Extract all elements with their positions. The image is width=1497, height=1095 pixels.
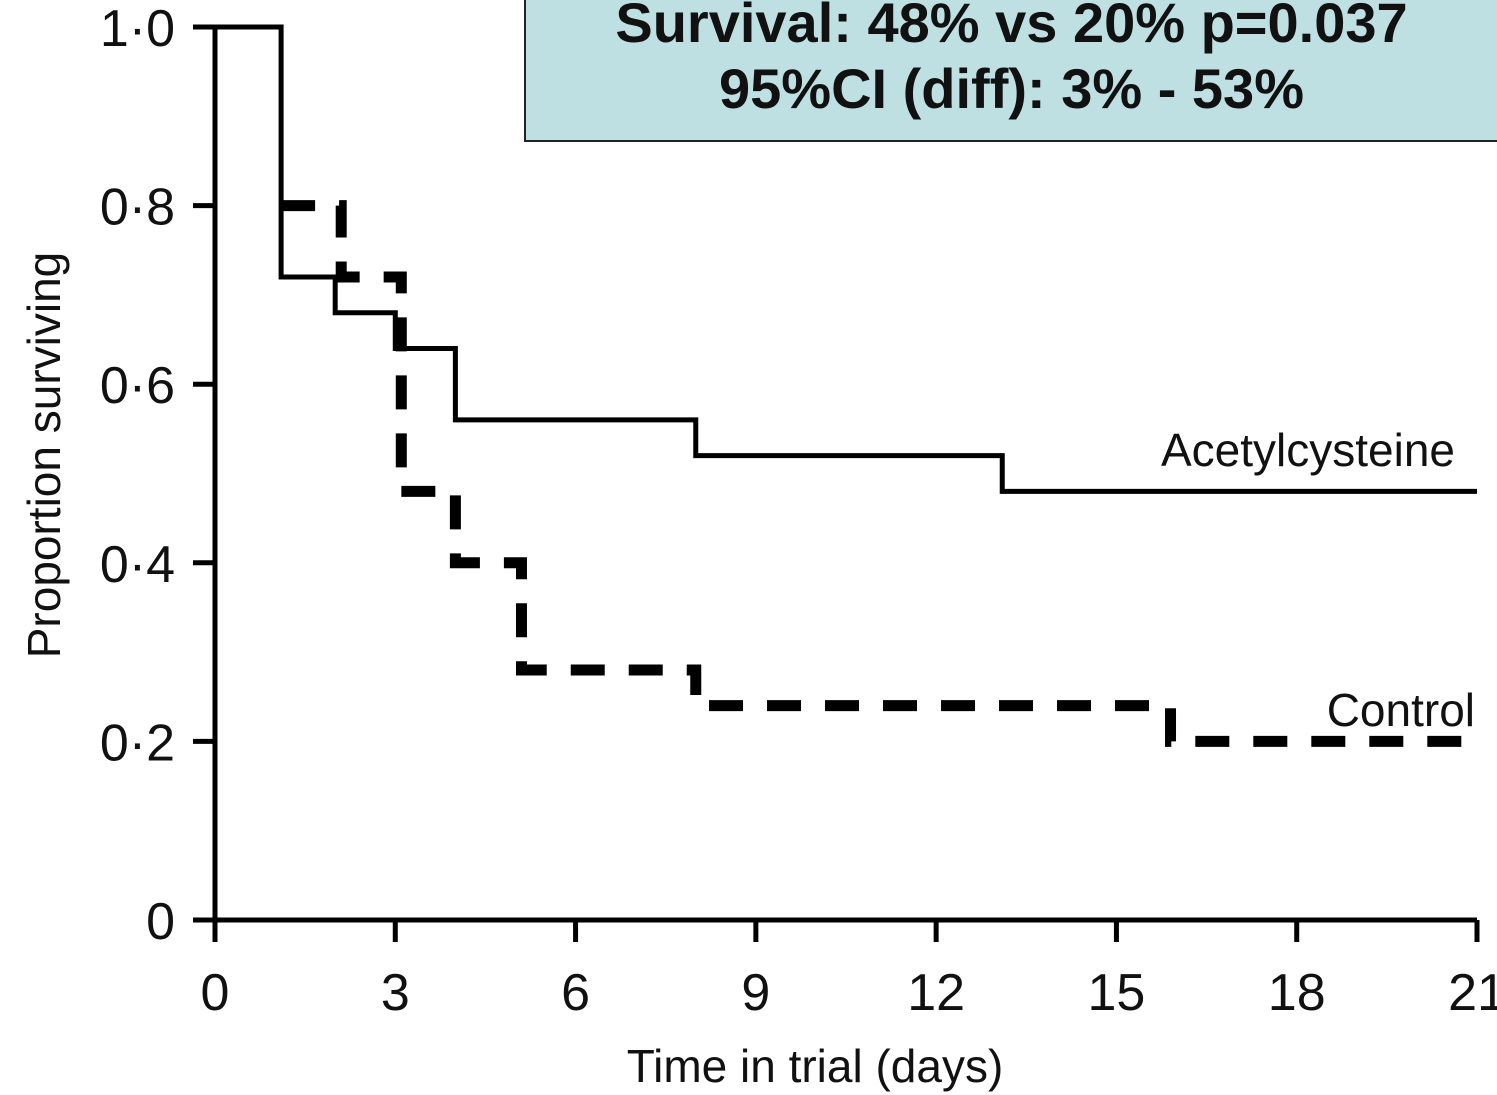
y-axis-title: Proportion surviving bbox=[18, 252, 70, 659]
y-tick-label: 0 bbox=[146, 893, 175, 951]
x-tick-label: 18 bbox=[1268, 964, 1326, 1022]
axes bbox=[212, 27, 1477, 923]
y-tick-label: 0·4 bbox=[100, 536, 175, 594]
x-tick-label: 9 bbox=[741, 964, 770, 1022]
series-line-acetylcysteine bbox=[215, 24, 1477, 494]
ticks: 0 3 6 9 12 15 18 21 0 0·2 0·4 0·6 0·8 1·0 bbox=[100, 0, 1497, 1022]
x-tick-label: 3 bbox=[381, 964, 410, 1022]
x-axis-title: Time in trial (days) bbox=[627, 1040, 1004, 1092]
y-tick-label: 0·2 bbox=[100, 714, 175, 772]
series-line-control bbox=[281, 200, 1477, 747]
x-tick-label: 0 bbox=[201, 964, 230, 1022]
annotation-line-2: 95%CI (diff): 3% - 53% bbox=[719, 57, 1304, 120]
x-tick-label: 6 bbox=[561, 964, 590, 1022]
series-label-acetylcysteine: Acetylcysteine bbox=[1161, 424, 1455, 476]
series-label-control: Control bbox=[1327, 684, 1475, 736]
annotation-box: Survival: 48% vs 20% p=0.037 95%CI (diff… bbox=[524, 0, 1497, 142]
series-layer bbox=[215, 24, 1477, 747]
y-tick-label: 0·6 bbox=[100, 357, 175, 415]
y-tick-label: 0·8 bbox=[100, 179, 175, 237]
x-tick-label: 15 bbox=[1088, 964, 1146, 1022]
x-tick-label: 12 bbox=[907, 964, 965, 1022]
annotation-line-1: Survival: 48% vs 20% p=0.037 bbox=[615, 0, 1408, 54]
y-tick-label: 1·0 bbox=[100, 0, 175, 58]
x-tick-label: 21 bbox=[1448, 964, 1497, 1022]
